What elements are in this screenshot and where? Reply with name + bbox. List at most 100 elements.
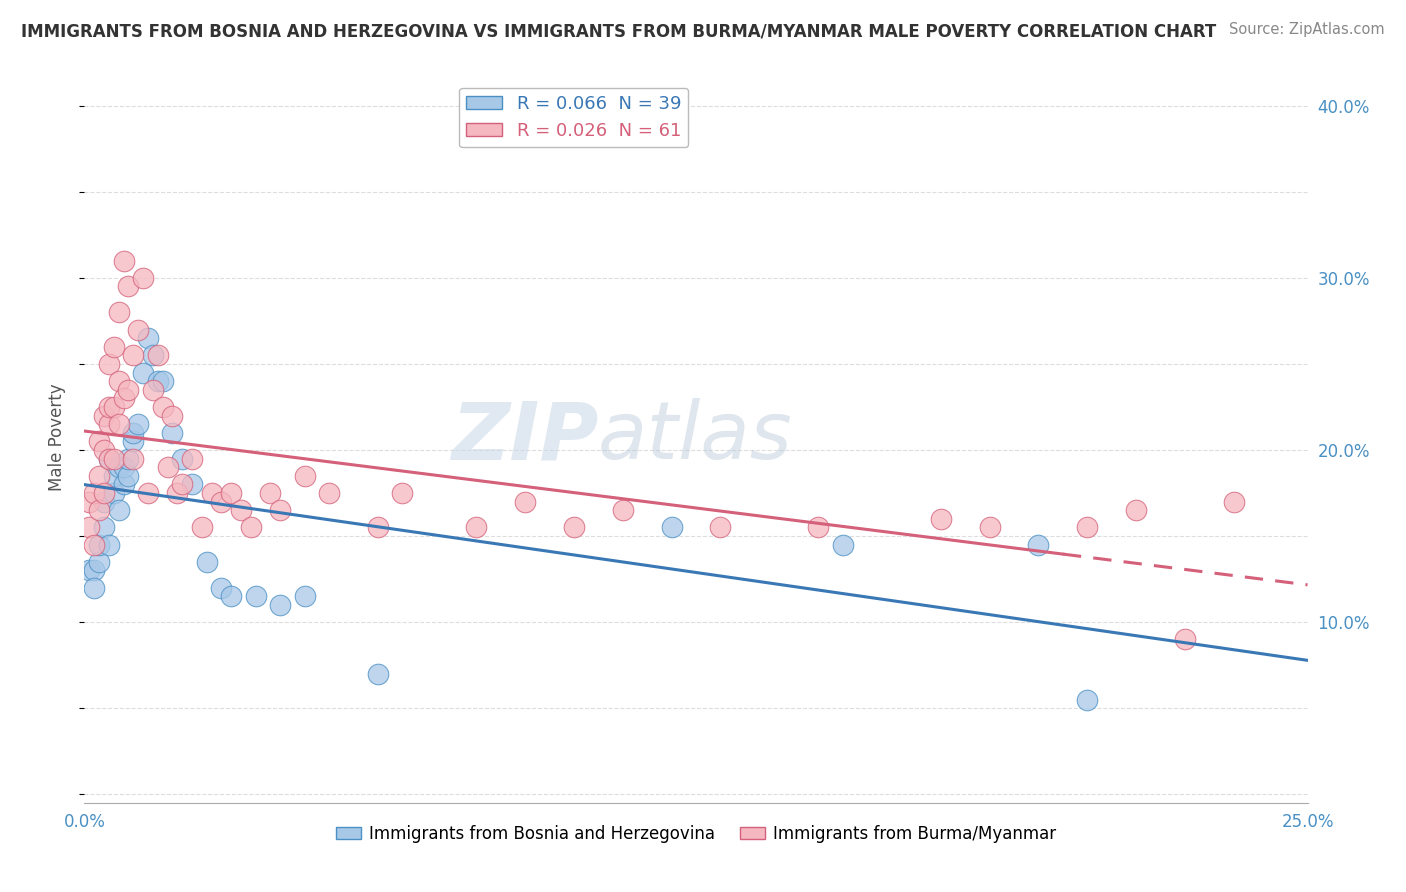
Point	[172, 451, 194, 466]
Point	[122, 425, 145, 440]
Point	[87, 538, 110, 552]
Point	[103, 468, 125, 483]
Point	[209, 494, 232, 508]
Point	[146, 374, 169, 388]
Point	[107, 374, 129, 388]
Point	[107, 460, 129, 475]
Point	[97, 400, 120, 414]
Point	[209, 581, 232, 595]
Point	[1076, 692, 1098, 706]
Point	[294, 468, 316, 483]
Point	[245, 589, 267, 603]
Point	[219, 589, 242, 603]
Point	[93, 486, 115, 500]
Point	[181, 477, 204, 491]
Point	[612, 503, 634, 517]
Point	[269, 598, 291, 612]
Point	[562, 520, 585, 534]
Point	[132, 271, 155, 285]
Point	[112, 253, 135, 268]
Point	[93, 494, 115, 508]
Point	[269, 503, 291, 517]
Point	[117, 468, 139, 483]
Text: Source: ZipAtlas.com: Source: ZipAtlas.com	[1229, 22, 1385, 37]
Point	[831, 538, 853, 552]
Point	[97, 451, 120, 466]
Point	[367, 520, 389, 534]
Point	[807, 520, 830, 534]
Point	[97, 417, 120, 432]
Point	[87, 555, 110, 569]
Point	[107, 417, 129, 432]
Point	[93, 442, 115, 457]
Point	[929, 512, 952, 526]
Point	[122, 348, 145, 362]
Point	[259, 486, 281, 500]
Point	[142, 348, 165, 362]
Point	[107, 503, 129, 517]
Point	[146, 348, 169, 362]
Y-axis label: Male Poverty: Male Poverty	[48, 384, 66, 491]
Point	[318, 486, 340, 500]
Point	[127, 417, 149, 432]
Point	[87, 468, 110, 483]
Legend: Immigrants from Bosnia and Herzegovina, Immigrants from Burma/Myanmar: Immigrants from Bosnia and Herzegovina, …	[329, 818, 1063, 849]
Point	[83, 581, 105, 595]
Point	[103, 486, 125, 500]
Point	[117, 279, 139, 293]
Point	[83, 564, 105, 578]
Point	[1125, 503, 1147, 517]
Point	[93, 409, 115, 423]
Point	[162, 425, 184, 440]
Point	[239, 520, 262, 534]
Point	[97, 538, 120, 552]
Point	[103, 451, 125, 466]
Point	[391, 486, 413, 500]
Point	[1028, 538, 1050, 552]
Point	[117, 383, 139, 397]
Point	[77, 564, 100, 578]
Point	[367, 666, 389, 681]
Point	[219, 486, 242, 500]
Point	[294, 589, 316, 603]
Point	[1223, 494, 1246, 508]
Point	[162, 409, 184, 423]
Point	[136, 486, 159, 500]
Point	[513, 494, 536, 508]
Point	[77, 520, 100, 534]
Point	[112, 392, 135, 406]
Point	[103, 400, 125, 414]
Point	[229, 503, 252, 517]
Point	[107, 305, 129, 319]
Point	[87, 503, 110, 517]
Point	[132, 366, 155, 380]
Text: atlas: atlas	[598, 398, 793, 476]
Point	[464, 520, 486, 534]
Point	[97, 357, 120, 371]
Point	[142, 383, 165, 397]
Point	[97, 451, 120, 466]
Point	[87, 434, 110, 449]
Point	[136, 331, 159, 345]
Point	[152, 374, 174, 388]
Point	[166, 486, 188, 500]
Point	[709, 520, 731, 534]
Point	[127, 322, 149, 336]
Point	[93, 520, 115, 534]
Point	[83, 486, 105, 500]
Text: IMMIGRANTS FROM BOSNIA AND HERZEGOVINA VS IMMIGRANTS FROM BURMA/MYANMAR MALE POV: IMMIGRANTS FROM BOSNIA AND HERZEGOVINA V…	[21, 22, 1216, 40]
Point	[181, 451, 204, 466]
Point	[83, 538, 105, 552]
Point	[172, 477, 194, 491]
Text: ZIP: ZIP	[451, 398, 598, 476]
Point	[195, 555, 218, 569]
Point	[156, 460, 179, 475]
Point	[112, 460, 135, 475]
Point	[122, 434, 145, 449]
Point	[117, 451, 139, 466]
Point	[122, 451, 145, 466]
Point	[77, 494, 100, 508]
Point	[979, 520, 1001, 534]
Point	[661, 520, 683, 534]
Point	[103, 340, 125, 354]
